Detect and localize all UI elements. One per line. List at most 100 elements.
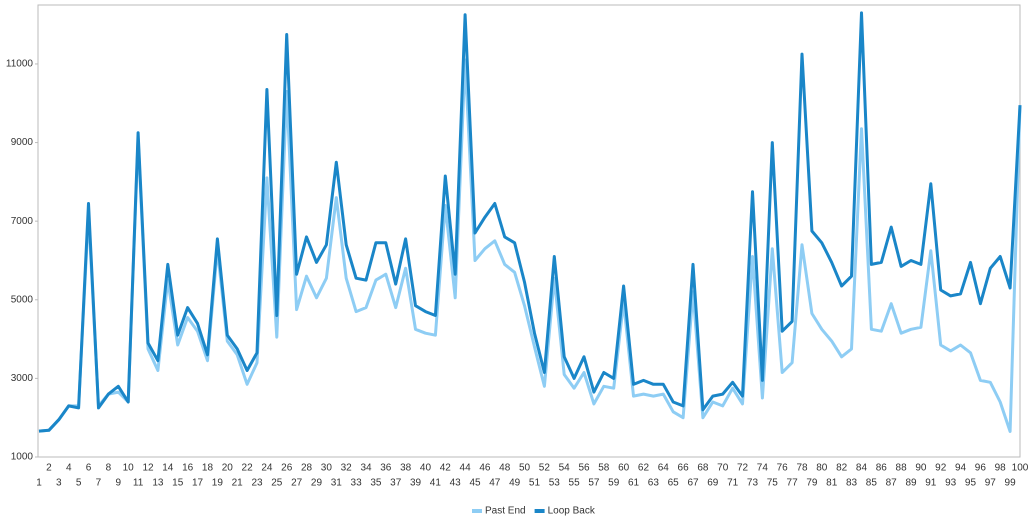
x-tick-label: 38 — [400, 463, 412, 474]
y-tick-label: 3000 — [11, 373, 34, 384]
x-tick-label: 35 — [370, 478, 382, 489]
x-tick-label: 9 — [115, 478, 121, 489]
x-tick-label: 20 — [222, 463, 234, 474]
x-tick-label: 96 — [975, 463, 987, 474]
x-tick-label: 55 — [569, 478, 581, 489]
x-tick-label: 49 — [509, 478, 521, 489]
x-tick-label: 100 — [1012, 463, 1029, 474]
x-tick-label: 44 — [460, 463, 472, 474]
x-tick-label: 85 — [866, 478, 878, 489]
x-tick-label: 31 — [331, 478, 343, 489]
x-tick-label: 12 — [142, 463, 154, 474]
x-tick-label: 70 — [717, 463, 729, 474]
x-tick-label: 68 — [697, 463, 709, 474]
x-tick-label: 69 — [707, 478, 719, 489]
x-tick-label: 10 — [123, 463, 135, 474]
x-tick-label: 3 — [56, 478, 62, 489]
x-tick-label: 97 — [985, 478, 997, 489]
plot-frame — [37, 4, 1021, 458]
series-line — [38, 58, 1022, 433]
x-tick-label: 60 — [618, 463, 630, 474]
x-tick-label: 72 — [737, 463, 749, 474]
x-tick-label: 48 — [499, 463, 511, 474]
y-tick-label: 1000 — [11, 452, 34, 463]
x-tick-label: 89 — [905, 478, 917, 489]
x-tick-label: 1 — [36, 478, 42, 489]
x-tick-label: 29 — [311, 478, 323, 489]
x-tick-label: 7 — [96, 478, 102, 489]
x-tick-label: 42 — [440, 463, 452, 474]
x-tick-label: 62 — [638, 463, 650, 474]
x-tick-label: 99 — [1005, 478, 1017, 489]
x-tick-label: 71 — [727, 478, 739, 489]
x-tick-label: 33 — [351, 478, 363, 489]
x-tick-label: 83 — [846, 478, 858, 489]
x-tick-label: 37 — [390, 478, 402, 489]
x-tick-label: 41 — [430, 478, 442, 489]
x-tick-label: 30 — [321, 463, 333, 474]
x-tick-label: 84 — [856, 463, 868, 474]
x-tick-label: 52 — [539, 463, 551, 474]
x-tick-label: 74 — [757, 463, 769, 474]
x-tick-label: 90 — [915, 463, 927, 474]
x-tick-label: 56 — [578, 463, 590, 474]
x-tick-label: 22 — [242, 463, 254, 474]
x-tick-label: 15 — [172, 478, 184, 489]
x-tick-label: 92 — [935, 463, 947, 474]
x-tick-label: 25 — [271, 478, 283, 489]
x-tick-label: 45 — [469, 478, 481, 489]
x-tick-label: 21 — [232, 478, 244, 489]
x-tick-label: 75 — [767, 478, 779, 489]
x-tick-label: 19 — [212, 478, 224, 489]
x-tick-label: 16 — [182, 463, 194, 474]
x-tick-label: 73 — [747, 478, 759, 489]
x-tick-label: 81 — [826, 478, 838, 489]
x-tick-label: 93 — [945, 478, 957, 489]
x-tick-label: 78 — [796, 463, 808, 474]
x-tick-label: 86 — [876, 463, 888, 474]
x-tick-label: 61 — [628, 478, 640, 489]
x-tick-label: 77 — [787, 478, 799, 489]
x-tick-label: 47 — [489, 478, 501, 489]
x-tick-label: 88 — [896, 463, 908, 474]
x-tick-label: 4 — [66, 463, 72, 474]
x-tick-label: 66 — [678, 463, 690, 474]
x-tick-label: 34 — [360, 463, 372, 474]
series-line — [38, 11, 1022, 433]
x-tick-label: 18 — [202, 463, 214, 474]
x-tick-label: 87 — [886, 478, 898, 489]
x-tick-label: 32 — [341, 463, 353, 474]
x-tick-label: 24 — [261, 463, 273, 474]
x-tick-label: 79 — [806, 478, 818, 489]
x-tick-label: 53 — [549, 478, 561, 489]
x-tick-label: 91 — [925, 478, 937, 489]
x-tick-label: 80 — [816, 463, 828, 474]
x-tick-label: 67 — [687, 478, 699, 489]
x-tick-label: 8 — [106, 463, 112, 474]
x-tick-label: 2 — [46, 463, 52, 474]
x-tick-label: 14 — [162, 463, 174, 474]
x-tick-label: 26 — [281, 463, 293, 474]
x-tick-label: 57 — [588, 478, 600, 489]
x-tick-label: 46 — [479, 463, 491, 474]
legend-label: Loop Back — [548, 506, 596, 517]
x-tick-label: 39 — [410, 478, 422, 489]
y-tick-label: 11000 — [6, 59, 34, 70]
x-tick-label: 11 — [133, 478, 144, 489]
x-tick-label: 51 — [529, 478, 541, 489]
y-tick-label: 7000 — [11, 216, 34, 227]
x-tick-label: 95 — [965, 478, 977, 489]
y-tick-label: 5000 — [11, 294, 34, 305]
x-tick-label: 63 — [648, 478, 660, 489]
x-tick-label: 5 — [76, 478, 82, 489]
x-tick-label: 40 — [420, 463, 432, 474]
x-tick-label: 6 — [86, 463, 92, 474]
x-tick-label: 54 — [559, 463, 571, 474]
x-tick-label: 98 — [995, 463, 1007, 474]
x-tick-label: 27 — [291, 478, 303, 489]
x-tick-label: 59 — [608, 478, 620, 489]
x-tick-label: 58 — [598, 463, 610, 474]
x-tick-label: 17 — [192, 478, 204, 489]
